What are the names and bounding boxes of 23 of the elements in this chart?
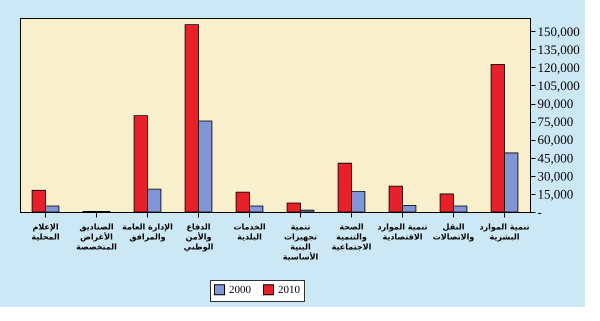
- y-tick-label: 45,000: [538, 150, 574, 166]
- x-tick-label: النقل والاتصالات: [432, 222, 474, 242]
- y-tick-label: 75,000: [538, 114, 574, 130]
- x-tick-label: تنمية الموارد البشرية: [479, 222, 530, 242]
- x-tick-label: الصناديق الأغراض المتخصصة: [76, 222, 118, 252]
- y-tick-label: 105,000: [538, 78, 580, 93]
- legend-label: 2000: [229, 284, 252, 296]
- y-tick-label: 90,000: [538, 96, 574, 112]
- y-tick-label: 150,000: [538, 24, 580, 39]
- y-tick-label: 15,000: [538, 186, 574, 202]
- x-tick-label: تنمية تجهيزات البنية الأساسية: [282, 222, 319, 262]
- y-tick-label: -: [538, 204, 542, 220]
- x-tick-label: الصحة والتنمية الاجتماعية: [332, 222, 372, 252]
- x-tick-label: الخدمات البلدية: [233, 222, 266, 242]
- y-tick-label: 120,000: [538, 60, 580, 75]
- x-tick-label: تنمية الموارد الاقتصادية: [377, 222, 428, 242]
- y-tick-label: 60,000: [538, 132, 574, 148]
- x-tick-label: الدفاع والأمن الوطني: [184, 222, 214, 252]
- y-tick-label: 135,000: [538, 42, 580, 57]
- x-tick-label: الإعلام المحلية: [31, 222, 60, 242]
- legend-label: 2010: [278, 284, 300, 296]
- y-tick-label: 30,000: [538, 168, 574, 184]
- x-tick-label: الإدارة العامة والمرافق: [122, 222, 174, 242]
